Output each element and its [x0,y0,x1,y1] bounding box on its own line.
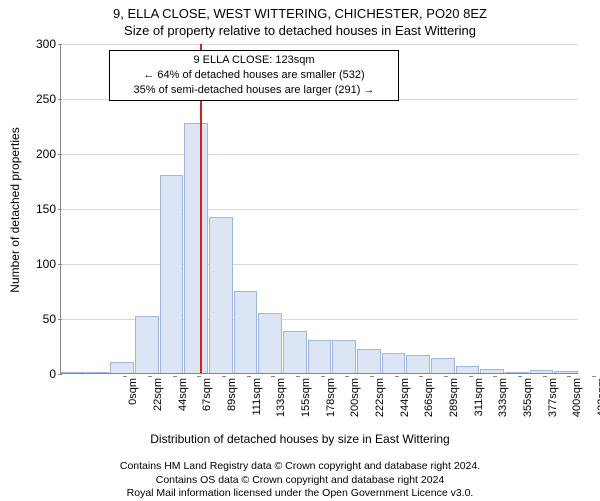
x-tick-label: 311sqm [473,378,485,428]
x-tick-label: 266sqm [423,378,435,428]
histogram-bar [406,355,430,373]
histogram-bar [86,372,110,373]
chart-title-main: 9, ELLA CLOSE, WEST WITTERING, CHICHESTE… [0,6,600,21]
footer-line: Contains OS data © Crown copyright and d… [0,474,600,488]
plot-area: 9 ELLA CLOSE: 123sqm← 64% of detached ho… [60,44,578,374]
x-tick-label: 244sqm [399,378,411,428]
x-tick-label: 133sqm [275,378,287,428]
histogram-bar [135,316,159,373]
x-tick-label: 178sqm [325,378,337,428]
histogram-bar [283,331,307,373]
annotation-line: ← 64% of detached houses are smaller (53… [116,68,392,83]
y-tick-label: 300 [16,37,56,51]
y-tick-label: 0 [16,367,56,381]
x-axis-label: Distribution of detached houses by size … [0,432,600,446]
x-tick-label: 400sqm [571,378,583,428]
y-tick-label: 150 [16,202,56,216]
x-tick-label: 67sqm [201,378,213,428]
histogram-bar [160,175,184,373]
x-tick-label: 111sqm [251,378,263,428]
histogram-bar [431,358,455,373]
histogram-bar [209,217,233,373]
x-tick-label: 333sqm [497,378,509,428]
histogram-bar [554,371,578,373]
annotation-box: 9 ELLA CLOSE: 123sqm← 64% of detached ho… [109,50,399,101]
footer-line: Royal Mail information licensed under th… [0,487,600,501]
histogram-bar [234,291,258,374]
annotation-line: 35% of semi-detached houses are larger (… [116,83,392,98]
histogram-bar [61,372,85,373]
histogram-bar [505,372,529,373]
histogram-bar [332,340,356,373]
histogram-bar [357,349,381,373]
annotation-line: 9 ELLA CLOSE: 123sqm [116,53,392,68]
histogram-bar [480,369,504,373]
y-tick-label: 250 [16,92,56,106]
x-tick-label: 355sqm [522,378,534,428]
histogram-bar [530,370,554,373]
x-tick-label: 0sqm [127,378,139,428]
histogram-bar [456,366,480,373]
x-tick-label: 44sqm [177,378,189,428]
histogram-bar [110,362,134,373]
histogram-bar [308,340,332,373]
histogram-bar [258,313,282,374]
x-tick-label: 155sqm [300,378,312,428]
x-tick-label: 222sqm [374,378,386,428]
x-tick-label: 200sqm [349,378,361,428]
x-tick-label: 289sqm [448,378,460,428]
x-tick-label: 22sqm [152,378,164,428]
x-tick-label: 89sqm [226,378,238,428]
x-tick-label: 422sqm [596,378,600,428]
y-tick-label: 100 [16,257,56,271]
chart-title-sub: Size of property relative to detached ho… [0,23,600,38]
y-tick-label: 50 [16,312,56,326]
footer-line: Contains HM Land Registry data © Crown c… [0,460,600,474]
x-tick-label: 377sqm [547,378,559,428]
property-size-chart: 9, ELLA CLOSE, WEST WITTERING, CHICHESTE… [0,0,600,500]
histogram-bar [382,353,406,373]
y-tick-label: 200 [16,147,56,161]
histogram-bar [184,123,208,373]
chart-footer: Contains HM Land Registry data © Crown c… [0,460,600,501]
